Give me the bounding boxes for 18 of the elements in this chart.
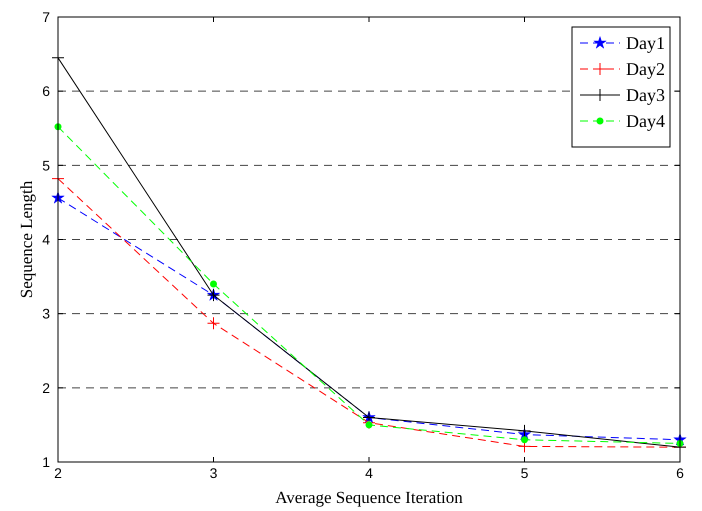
x-tick-label: 2 xyxy=(54,465,62,481)
y-tick-label: 3 xyxy=(42,306,50,322)
x-tick-label: 5 xyxy=(520,465,529,481)
y-tick-label: 5 xyxy=(42,157,50,174)
y-tick-label: 7 xyxy=(42,9,50,25)
y-tick-label: 2 xyxy=(42,380,50,396)
y-tick-label: 1 xyxy=(42,454,50,470)
legend-label: Day3 xyxy=(626,85,665,105)
legend-label: Day4 xyxy=(626,111,665,131)
y-tick-label: 6 xyxy=(42,83,50,100)
legend-label: Day1 xyxy=(626,33,665,53)
legend-label: Day2 xyxy=(626,59,665,79)
y-axis-title: Sequence Length xyxy=(17,180,36,298)
x-tick-label: 6 xyxy=(676,465,684,481)
x-tick-label: 4 xyxy=(365,465,374,481)
x-tick-label: 3 xyxy=(210,465,218,481)
x-axis-title: Average Sequence Iteration xyxy=(275,488,464,507)
y-tick-label: 4 xyxy=(42,232,50,248)
